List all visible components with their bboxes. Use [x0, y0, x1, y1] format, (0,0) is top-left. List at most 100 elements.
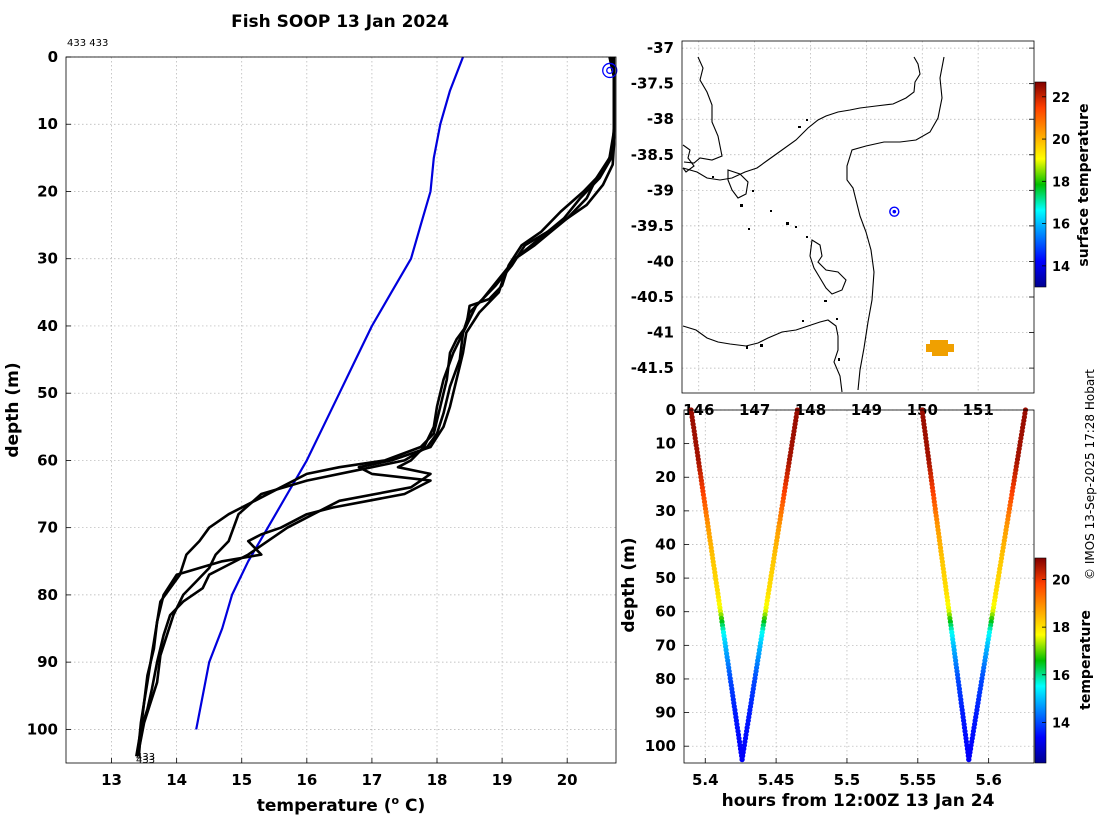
hours-xtick-label: 5.6 [975, 771, 1002, 789]
map-ytick-label: -39 [647, 181, 674, 199]
bottom-annotation-1: 433 [136, 752, 155, 763]
profile-ytick-label: 60 [37, 451, 58, 469]
hours-xtick-label: 5.45 [758, 771, 795, 789]
map-colorbar [1034, 81, 1047, 288]
profile-xtick-label: 15 [231, 771, 252, 789]
profile-xtick-label: 18 [427, 771, 448, 789]
map-ytick-label: -37.5 [631, 75, 674, 93]
profile-xtick-label: 16 [296, 771, 317, 789]
map-cb-tick-label: 20 [1052, 133, 1070, 148]
map-ytick-label: -41.5 [631, 359, 674, 377]
nsw-coast-contour [846, 56, 945, 391]
flinders-island [809, 239, 847, 295]
series-profile-2 [136, 56, 616, 757]
profile-lines [135, 56, 616, 757]
profile-xtick-label: 13 [101, 771, 122, 789]
hours-ytick-label: 20 [655, 468, 676, 486]
scatter-point [966, 756, 972, 763]
hours-ytick-label: 60 [655, 603, 676, 621]
map-track-marker [889, 206, 900, 217]
hours-ytick-label: 70 [655, 636, 676, 654]
profile-xlabel: temperature (o C) [257, 794, 426, 816]
map-ytick-label: -38.5 [631, 146, 674, 164]
profile-ylabel: depth (m) [3, 362, 23, 457]
map-cb-tick-label: 14 [1052, 260, 1070, 275]
hours-ytick-label: 90 [655, 704, 676, 722]
profile-grid [66, 56, 616, 763]
hours-colorbar-label: temperature [1078, 610, 1094, 710]
hours-scatter-points [688, 407, 1029, 763]
profile-xtick-label: 19 [492, 771, 513, 789]
hours-xtick-label: 5.55 [899, 771, 936, 789]
hours-ytick-label: 50 [655, 569, 676, 587]
hours-ytick-label: 0 [666, 401, 676, 419]
profile-ytick-label: 50 [37, 384, 58, 402]
profile-ytick-label: 0 [48, 48, 58, 66]
hours-cb-tick-label: 18 [1052, 621, 1070, 636]
map-cb-tick-label: 16 [1052, 218, 1070, 233]
map-sst-patch [926, 340, 954, 356]
profile-ticks: 13 14 15 16 17 18 19 20 0 10 20 30 40 50 60 70 80 90 100 [27, 48, 578, 789]
profile-ytick-label: 40 [37, 317, 58, 335]
victoria-coast-west [682, 144, 695, 173]
credit-text: © IMOS 13-Sep-2025 17:28 Hobart [1083, 369, 1097, 580]
profile-ytick-label: 10 [37, 115, 58, 133]
hours-xlabel: hours from 12:00Z 13 Jan 24 [722, 791, 995, 811]
bass-strait-island-coast [683, 56, 723, 164]
series-profile-1 [136, 56, 616, 757]
profile-xtick-label: 20 [557, 771, 578, 789]
map-axes-frame [681, 40, 1035, 394]
top-annotation: 433 433 [67, 38, 108, 49]
map-coastline [682, 56, 945, 393]
hours-ytick-label: 40 [655, 535, 676, 553]
profile-ytick-label: 20 [37, 182, 58, 200]
series-profile-3 [135, 56, 616, 757]
hours-ticks: 5.4 5.45 5.5 5.55 5.6 0 10 20 30 40 50 60 70 80 90 100 [645, 401, 1002, 789]
victoria-coast [682, 56, 921, 181]
map-grid [682, 41, 1034, 393]
map-ytick-label: -41 [647, 324, 674, 342]
map-cb-tick-label: 18 [1052, 175, 1070, 190]
profile-xtick-label: 17 [361, 771, 382, 789]
series-climatology [195, 56, 465, 730]
profile-start-marker-dot [606, 66, 614, 75]
hours-xtick-label: 5.5 [834, 771, 861, 789]
hours-ytick-label: 10 [655, 435, 676, 453]
profile-axes-frame [65, 56, 617, 764]
hours-cb-tick-label: 16 [1052, 669, 1070, 684]
hours-colorbar-ticks: 14 16 18 20 [1042, 573, 1070, 731]
map-ytick-label: -40 [647, 252, 674, 270]
map-track-marker-dot [892, 209, 897, 214]
king-island [727, 169, 749, 199]
map-colorbar-label: surface temperature [1076, 103, 1092, 266]
hours-colorbar [1034, 557, 1047, 764]
hours-ytick-label: 30 [655, 502, 676, 520]
profile-ytick-label: 70 [37, 519, 58, 537]
bottom-annotation-2: 433 [136, 755, 155, 766]
scatter-point [739, 756, 745, 763]
profile-xtick-label: 14 [166, 771, 187, 789]
profile-ytick-label: 90 [37, 653, 58, 671]
hours-cb-tick-label: 14 [1052, 716, 1070, 731]
map-ticks: -37 -37.5 -38 -38.5 -39 -39.5 -40 -40.5 -41 -41.5… [631, 39, 1034, 419]
map-colorbar-ticks: 14 16 18 20 22 [1042, 91, 1070, 275]
hours-axes-frame [683, 409, 1035, 764]
tasmania-coast [682, 319, 843, 393]
hours-ytick-label: 80 [655, 670, 676, 688]
profile-ytick-label: 30 [37, 250, 58, 268]
hours-ylabel: depth (m) [619, 537, 639, 632]
hours-cb-tick-label: 20 [1052, 573, 1070, 588]
hours-xtick-label: 5.4 [692, 771, 719, 789]
map-islets [712, 119, 840, 361]
profile-ytick-label: 100 [27, 720, 58, 738]
map-ytick-label: -38 [647, 110, 674, 128]
hours-grid [684, 409, 1034, 763]
map-ytick-label: -39.5 [631, 217, 674, 235]
map-cb-tick-label: 22 [1052, 91, 1070, 106]
hours-ytick-label: 100 [645, 737, 676, 755]
profile-ytick-label: 80 [37, 586, 58, 604]
profile-title: Fish SOOP 13 Jan 2024 [231, 12, 449, 32]
map-ytick-label: -40.5 [631, 288, 674, 306]
map-ytick-label: -37 [647, 39, 674, 57]
